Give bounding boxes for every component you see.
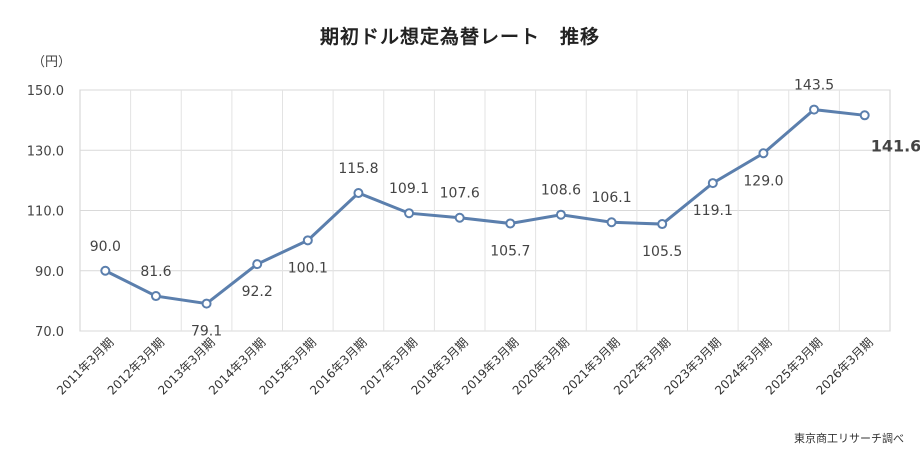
data-point: [758, 148, 769, 159]
data-label: 100.1: [288, 260, 328, 276]
y-axis-unit: （円）: [32, 55, 71, 70]
data-point: [404, 208, 415, 219]
grid-lines: [80, 89, 890, 332]
data-point: [150, 291, 161, 302]
data-point: [252, 259, 263, 270]
data-label: 109.1: [389, 181, 429, 197]
y-tick-label: 110.0: [27, 205, 64, 220]
data-points: [100, 104, 870, 309]
data-label: 141.6: [871, 136, 920, 155]
data-label: 107.6: [440, 186, 480, 202]
y-tick-label: 90.0: [35, 265, 64, 280]
data-labels: 90.0 81.6 79.1 92.2 100.1 115.8 109.1 107.6 105.…: [90, 78, 920, 340]
y-tick-label: 150.0: [27, 84, 64, 99]
data-label: 115.8: [338, 161, 378, 177]
data-label: 81.6: [140, 264, 171, 280]
y-axis-ticks: 70.0 90.0 110.0 130.0 150.0: [27, 84, 64, 340]
data-point: [606, 217, 617, 228]
data-point: [505, 218, 516, 229]
data-label: 106.1: [592, 190, 632, 206]
data-point: [302, 235, 313, 246]
data-point: [657, 219, 668, 230]
data-point: [859, 110, 870, 121]
data-label: 129.0: [743, 173, 783, 189]
data-label: 143.5: [794, 78, 834, 94]
data-label: 90.0: [90, 239, 121, 255]
data-point: [809, 104, 820, 115]
data-point: [100, 265, 111, 276]
data-point: [201, 298, 212, 309]
data-label: 105.7: [490, 243, 530, 259]
data-point: [707, 178, 718, 189]
data-label: 92.2: [242, 284, 273, 300]
data-point: [353, 188, 364, 199]
y-tick-label: 130.0: [27, 144, 64, 159]
series-line: [104, 108, 865, 306]
data-label: 105.5: [642, 244, 682, 260]
x-axis-ticks: 2011年3月期2012年3月期2013年3月期2014年3月期2015年3月期…: [54, 335, 876, 397]
data-label: 79.1: [191, 324, 222, 340]
data-point: [555, 209, 566, 220]
data-label: 108.6: [541, 183, 581, 199]
data-label: 119.1: [693, 203, 733, 219]
y-tick-label: 70.0: [35, 325, 64, 340]
data-point: [454, 212, 465, 223]
source-note: 東京商工リサーチ調べ: [794, 432, 904, 445]
chart-title: 期初ドル想定為替レート 推移: [319, 26, 600, 48]
